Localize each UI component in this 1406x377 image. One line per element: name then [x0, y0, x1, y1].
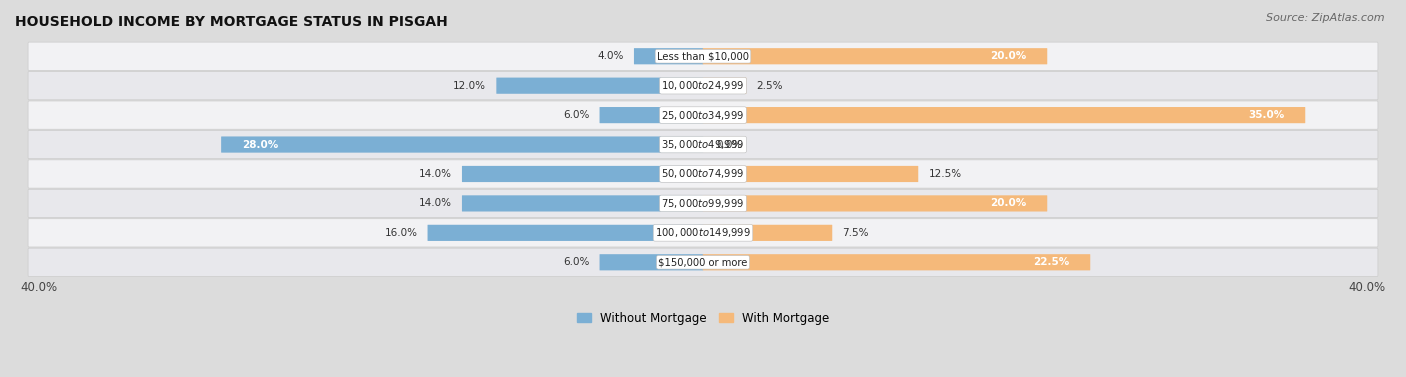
Text: Source: ZipAtlas.com: Source: ZipAtlas.com: [1267, 13, 1385, 23]
Text: 40.0%: 40.0%: [20, 280, 58, 294]
Text: 22.5%: 22.5%: [1033, 257, 1070, 267]
FancyBboxPatch shape: [221, 136, 703, 153]
Text: Less than $10,000: Less than $10,000: [657, 51, 749, 61]
FancyBboxPatch shape: [703, 166, 918, 182]
Text: $50,000 to $74,999: $50,000 to $74,999: [661, 167, 745, 181]
FancyBboxPatch shape: [28, 72, 1378, 100]
Text: 0.0%: 0.0%: [717, 139, 742, 150]
FancyBboxPatch shape: [28, 130, 1378, 159]
FancyBboxPatch shape: [703, 225, 832, 241]
Text: 28.0%: 28.0%: [242, 139, 278, 150]
Text: $35,000 to $49,999: $35,000 to $49,999: [661, 138, 745, 151]
FancyBboxPatch shape: [496, 78, 703, 94]
FancyBboxPatch shape: [703, 107, 1305, 123]
Text: 40.0%: 40.0%: [1348, 280, 1386, 294]
Text: 14.0%: 14.0%: [419, 198, 451, 208]
Text: 16.0%: 16.0%: [384, 228, 418, 238]
FancyBboxPatch shape: [703, 78, 747, 94]
FancyBboxPatch shape: [28, 101, 1378, 129]
Text: 12.5%: 12.5%: [928, 169, 962, 179]
FancyBboxPatch shape: [599, 107, 703, 123]
Text: $150,000 or more: $150,000 or more: [658, 257, 748, 267]
Text: 4.0%: 4.0%: [598, 51, 624, 61]
FancyBboxPatch shape: [599, 254, 703, 270]
FancyBboxPatch shape: [463, 166, 703, 182]
Text: HOUSEHOLD INCOME BY MORTGAGE STATUS IN PISGAH: HOUSEHOLD INCOME BY MORTGAGE STATUS IN P…: [15, 15, 447, 29]
Text: $10,000 to $24,999: $10,000 to $24,999: [661, 79, 745, 92]
FancyBboxPatch shape: [463, 195, 703, 211]
FancyBboxPatch shape: [427, 225, 703, 241]
FancyBboxPatch shape: [28, 42, 1378, 70]
FancyBboxPatch shape: [703, 195, 1047, 211]
FancyBboxPatch shape: [703, 48, 1047, 64]
FancyBboxPatch shape: [28, 248, 1378, 276]
Text: 20.0%: 20.0%: [990, 51, 1026, 61]
Text: 7.5%: 7.5%: [842, 228, 869, 238]
Text: $25,000 to $34,999: $25,000 to $34,999: [661, 109, 745, 122]
FancyBboxPatch shape: [634, 48, 703, 64]
Text: 20.0%: 20.0%: [990, 198, 1026, 208]
FancyBboxPatch shape: [28, 189, 1378, 218]
Text: 6.0%: 6.0%: [564, 110, 589, 120]
FancyBboxPatch shape: [703, 254, 1090, 270]
Text: 2.5%: 2.5%: [756, 81, 783, 91]
Text: 12.0%: 12.0%: [453, 81, 486, 91]
Legend: Without Mortgage, With Mortgage: Without Mortgage, With Mortgage: [572, 307, 834, 329]
FancyBboxPatch shape: [28, 160, 1378, 188]
Text: 14.0%: 14.0%: [419, 169, 451, 179]
FancyBboxPatch shape: [28, 219, 1378, 247]
Text: 35.0%: 35.0%: [1249, 110, 1284, 120]
Text: $100,000 to $149,999: $100,000 to $149,999: [655, 226, 751, 239]
Text: $75,000 to $99,999: $75,000 to $99,999: [661, 197, 745, 210]
Text: 6.0%: 6.0%: [564, 257, 589, 267]
